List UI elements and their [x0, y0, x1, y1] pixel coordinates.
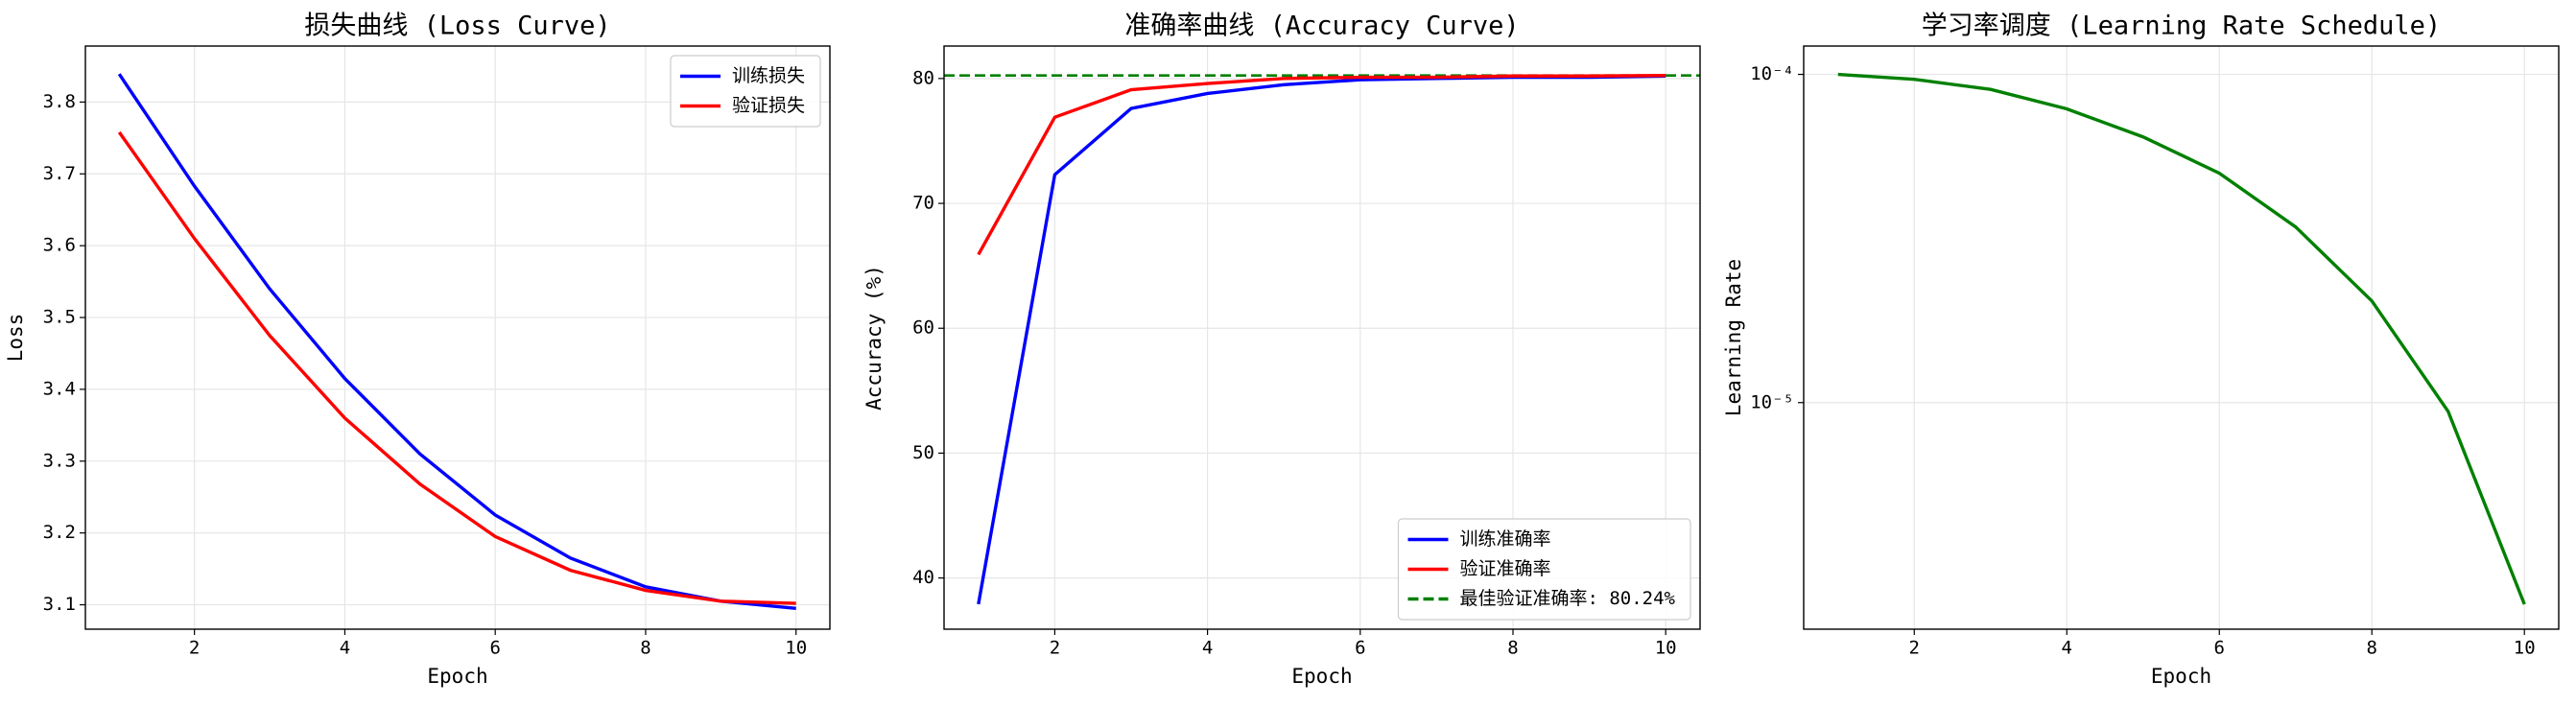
y-tick-label: 3.7 [43, 163, 76, 184]
y-tick-label: 60 [912, 317, 934, 339]
y-tick-label: 3.3 [43, 450, 76, 471]
legend-label: 验证准确率 [1459, 558, 1550, 579]
y-tick-label: 50 [912, 442, 934, 463]
x-tick-label: 8 [1507, 638, 1518, 659]
x-axis-label: Epoch [1291, 665, 1352, 688]
x-tick-label: 2 [1909, 638, 1920, 659]
x-tick-label: 6 [489, 638, 500, 659]
y-tick-label: 3.1 [43, 594, 76, 615]
x-tick-label: 4 [340, 638, 350, 659]
y-tick-label: 3.8 [43, 91, 76, 112]
x-tick-label: 2 [1050, 638, 1060, 659]
x-axis-label: Epoch [2151, 665, 2211, 688]
x-tick-label: 6 [2214, 638, 2225, 659]
y-tick-label: 70 [912, 193, 934, 214]
x-tick-label: 10 [1655, 638, 1677, 659]
y-tick-label: 3.2 [43, 522, 76, 543]
x-tick-label: 4 [2062, 638, 2072, 659]
y-tick-label: 40 [912, 567, 934, 588]
y-tick-label: 3.5 [43, 307, 76, 328]
y-tick-label: 3.6 [43, 235, 76, 256]
plot-frame [84, 45, 831, 630]
legend-label: 最佳验证准确率: 80.24% [1459, 588, 1675, 609]
data-line [117, 130, 796, 605]
y-axis-label: Accuracy (%) [863, 265, 886, 411]
y-axis-label: Learning Rate [1722, 259, 1745, 416]
y-axis-label: Loss [4, 314, 27, 363]
data-line [1837, 72, 2526, 605]
data-line [977, 74, 1666, 256]
plot-frame [1803, 45, 2560, 630]
x-tick-label: 6 [1355, 638, 1365, 659]
x-axis-label: Epoch [427, 665, 487, 688]
y-tick-label: 3.4 [43, 378, 76, 399]
legend-label: 训练准确率 [1459, 528, 1550, 550]
y-tick-label: 10⁻⁴ [1750, 63, 1794, 84]
x-tick-label: 10 [2514, 638, 2536, 659]
data-line [117, 73, 796, 610]
legend-label: 训练损失 [732, 65, 805, 86]
x-tick-label: 4 [1202, 638, 1213, 659]
x-tick-label: 2 [189, 638, 200, 659]
y-tick-label: 10⁻⁵ [1750, 391, 1794, 412]
chart-title: 准确率曲线 (Accuracy Curve) [1124, 12, 1519, 41]
x-tick-label: 8 [640, 638, 650, 659]
plot-frame [943, 45, 1701, 630]
legend-label: 验证损失 [732, 95, 805, 116]
chart-title: 学习率调度 (Learning Rate Schedule) [1922, 12, 2441, 41]
x-tick-label: 8 [2367, 638, 2377, 659]
legend-box [1397, 518, 1691, 621]
y-tick-label: 80 [912, 67, 934, 88]
legend-box [670, 55, 821, 128]
chart-title: 损失曲线 (Loss Curve) [304, 12, 610, 41]
x-tick-label: 10 [785, 638, 807, 659]
